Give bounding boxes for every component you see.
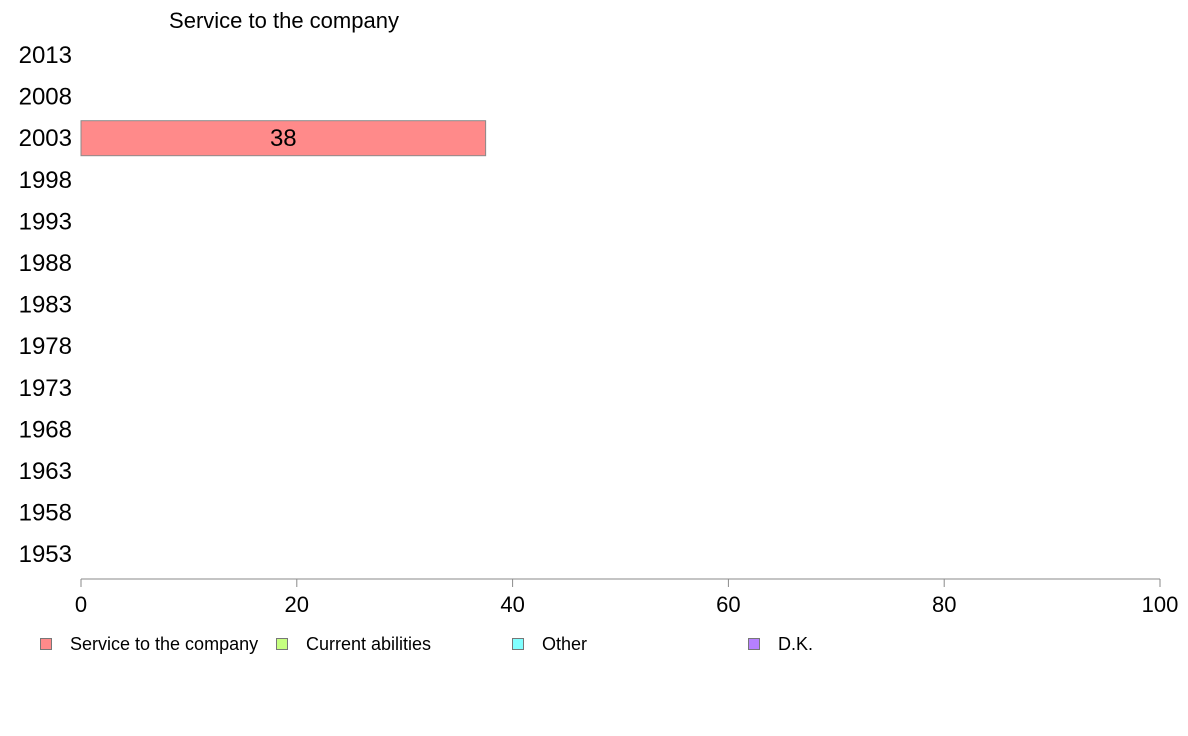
legend-label: Other [542, 634, 588, 654]
bars [80, 120, 487, 157]
legend-swatch [748, 638, 760, 650]
legend-swatch [276, 638, 288, 650]
y-tick-label-1983: 1983 [19, 292, 72, 319]
bar-chart: Service to the company 2013 2008 2003 1998 1… [19, 8, 1179, 617]
bar-2003 [80, 120, 487, 157]
chart-title: Service to the company [169, 8, 399, 33]
y-tick-label-1953: 1953 [19, 541, 72, 568]
y-tick-label-1968: 1968 [19, 416, 72, 443]
legend-item-0: Service to the company [40, 632, 258, 656]
y-tick-label-1988: 1988 [19, 250, 72, 277]
y-tick-label-1998: 1998 [19, 167, 72, 194]
legend-item-1: Current abilities [276, 632, 431, 656]
x-tick-label-80: 80 [932, 592, 956, 617]
legend-label: Current abilities [306, 634, 432, 654]
y-axis-labels: 2013 2008 2003 1998 1993 1988 1983 1978 1973 1968… [19, 42, 72, 568]
y-tick-label-2003: 2003 [19, 125, 72, 152]
legend-swatch [512, 638, 524, 650]
y-tick-label-1963: 1963 [19, 458, 72, 485]
legend-item-2: Other [512, 632, 587, 656]
bar-data-labels: 38 [270, 125, 297, 152]
legend-item-3: D.K. [748, 632, 813, 656]
y-tick-label-2008: 2008 [19, 84, 72, 111]
legend-label: D.K. [778, 634, 814, 654]
x-tick-label-0: 0 [75, 592, 87, 617]
legend: Service to the company Current abilities O… [0, 632, 1188, 656]
x-tick-label-20: 20 [285, 592, 309, 617]
x-axis: 0 20 40 60 80 100 [75, 578, 1179, 617]
legend-swatch [40, 638, 52, 650]
legend-label: Service to the company [70, 634, 259, 654]
y-tick-label-1958: 1958 [19, 500, 72, 527]
x-tick-label-60: 60 [716, 592, 740, 617]
x-tick-label-40: 40 [500, 592, 524, 617]
bar-data-label-2003: 38 [270, 125, 297, 152]
y-tick-label-1978: 1978 [19, 333, 72, 360]
y-tick-label-2013: 2013 [19, 42, 72, 69]
x-tick-label-100: 100 [1142, 592, 1179, 617]
y-tick-label-1993: 1993 [19, 208, 72, 235]
y-tick-label-1973: 1973 [19, 375, 72, 402]
